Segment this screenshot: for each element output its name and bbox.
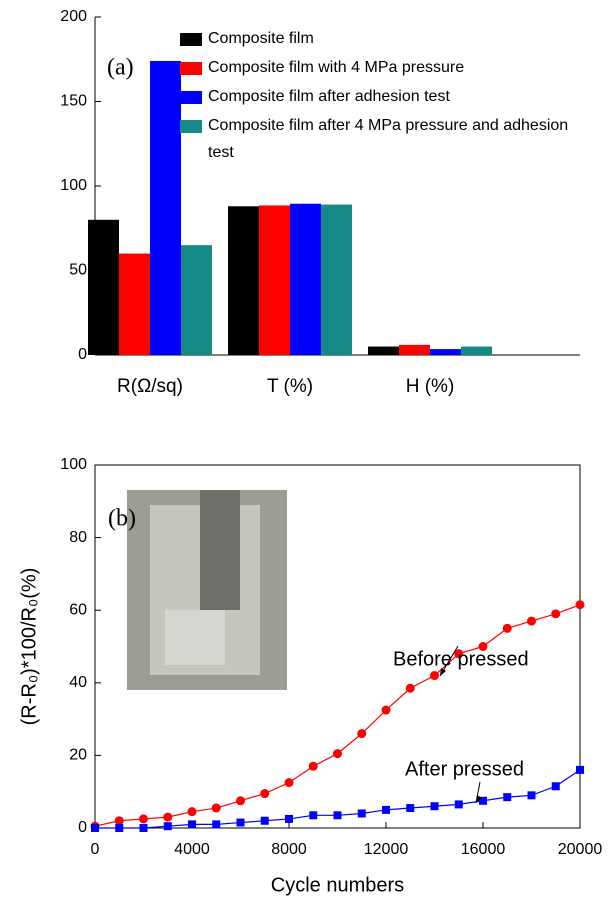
bar — [430, 349, 461, 355]
marker — [405, 683, 415, 693]
marker — [139, 824, 148, 832]
plot-frame — [94, 464, 581, 829]
marker — [139, 814, 148, 824]
bar — [461, 346, 492, 355]
marker — [527, 616, 536, 626]
y-tick-label: 0 — [78, 819, 87, 836]
annotation-arrowhead — [476, 795, 482, 803]
legend-item: Composite film after 4 MPa pressure and … — [180, 117, 578, 166]
inset-photo-detail — [165, 610, 225, 665]
marker — [163, 822, 172, 831]
x-tick-label: T (%) — [267, 376, 313, 397]
marker — [114, 816, 124, 826]
legend-item: Composite film with 4 MPa pressure — [180, 59, 578, 81]
marker — [478, 642, 488, 651]
marker — [454, 649, 464, 659]
marker — [551, 782, 560, 791]
legend-label: Composite film after 4 MPa pressure and … — [208, 117, 569, 161]
y-tick-label: 60 — [69, 601, 87, 618]
marker — [187, 807, 197, 817]
y-tick-label: 150 — [60, 93, 87, 110]
marker — [479, 796, 487, 805]
marker — [284, 778, 294, 788]
y-tick-label: 0 — [78, 346, 87, 363]
marker — [551, 609, 561, 619]
y-tick-label: 40 — [69, 674, 87, 691]
bar — [368, 346, 399, 355]
marker — [285, 814, 293, 823]
marker — [115, 824, 124, 832]
marker — [212, 820, 221, 829]
marker — [236, 818, 245, 827]
marker — [236, 796, 245, 806]
marker — [502, 623, 512, 633]
x-tick-label: 20000 — [558, 841, 603, 858]
bar — [321, 204, 352, 355]
marker — [430, 671, 439, 681]
y-tick-label: 200 — [60, 8, 87, 25]
marker — [382, 805, 390, 814]
y-tick-label: 80 — [69, 529, 87, 546]
y-tick-label: 20 — [69, 747, 87, 764]
marker — [503, 793, 512, 802]
legend: Composite film Composite film with 4 MPa … — [180, 30, 578, 173]
legend-swatch — [180, 120, 202, 133]
marker — [430, 802, 439, 811]
bar — [150, 60, 181, 355]
legend-swatch — [180, 33, 202, 46]
x-tick-label: R(Ω/sq) — [117, 376, 183, 397]
legend-label: Composite film — [208, 30, 314, 47]
legend-label: Composite film with 4 MPa pressure — [208, 59, 465, 76]
marker — [381, 705, 391, 715]
legend-swatch — [180, 91, 202, 104]
marker — [260, 789, 270, 799]
marker — [333, 811, 342, 820]
marker — [91, 824, 99, 832]
annotation: (a) — [107, 55, 134, 81]
bar — [88, 219, 119, 355]
legend-item: Composite film after adhesion test — [180, 88, 578, 110]
marker — [211, 803, 221, 813]
marker — [188, 820, 196, 829]
y-tick-label: 100 — [60, 456, 87, 473]
marker — [357, 729, 367, 739]
x-tick-label: 4000 — [174, 841, 210, 858]
x-tick-label: 8000 — [271, 841, 307, 858]
marker — [309, 811, 318, 820]
marker — [260, 816, 269, 825]
bar — [228, 206, 259, 355]
x-axis-title: Cycle numbers — [271, 874, 404, 896]
marker — [333, 749, 342, 759]
bar — [290, 203, 321, 355]
legend-label: Composite film after adhesion test — [208, 88, 450, 105]
annotation: (b) — [108, 506, 136, 532]
x-tick-label: 16000 — [461, 841, 506, 858]
marker — [357, 809, 366, 818]
marker — [454, 800, 463, 809]
x-tick-label: 0 — [91, 841, 100, 858]
marker — [308, 761, 318, 771]
x-tick-label: H (%) — [406, 376, 455, 397]
bar — [181, 245, 212, 355]
inset-photo-detail — [200, 490, 240, 610]
y-axis-title: (R-R₀)*100/R₀(%) — [18, 568, 40, 726]
marker — [575, 600, 585, 610]
marker — [576, 765, 584, 774]
series-annotation: Before pressed — [393, 648, 529, 670]
annotation-arrowhead — [440, 668, 446, 676]
y-tick-label: 100 — [60, 177, 87, 194]
legend-item: Composite film — [180, 30, 578, 52]
marker — [163, 812, 173, 822]
bar — [399, 344, 430, 355]
series-annotation: After pressed — [405, 758, 524, 780]
x-tick-label: 12000 — [364, 841, 409, 858]
y-tick-label: 50 — [69, 262, 87, 279]
marker — [527, 791, 536, 800]
bar — [259, 205, 290, 355]
bar — [119, 253, 150, 355]
marker — [406, 804, 415, 813]
legend-swatch — [180, 62, 202, 75]
